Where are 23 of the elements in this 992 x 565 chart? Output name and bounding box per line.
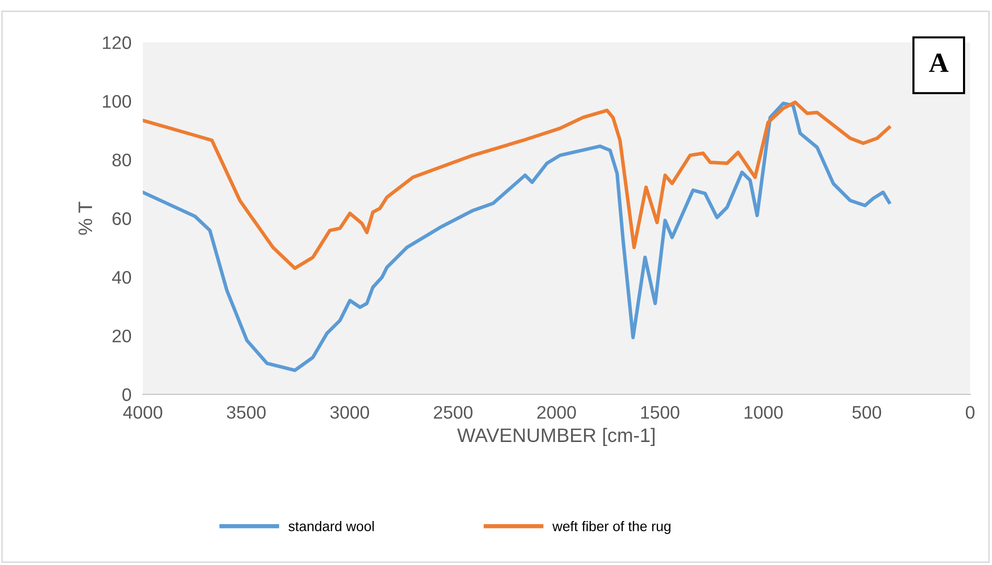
x-tick-label: 1000 — [744, 406, 783, 419]
y-tick-label: 60 — [112, 212, 132, 226]
y-tick-label: 120 — [102, 36, 132, 50]
y-tick-label: 0 — [122, 388, 132, 402]
x-tick-label: 3500 — [226, 406, 266, 419]
y-axis-title: % T — [78, 202, 92, 235]
x-tick-label: 2500 — [434, 406, 472, 419]
y-tick-label: 80 — [112, 154, 132, 166]
y-tick-label: 20 — [112, 330, 132, 342]
x-tick-label: 2000 — [537, 406, 576, 419]
y-tick-label: 100 — [102, 94, 132, 108]
legend-label: weft fiber of the rug — [552, 521, 670, 534]
x-tick-label: 3000 — [330, 406, 370, 419]
legend-label: standard wool — [288, 521, 374, 532]
x-tick-label: 1500 — [641, 406, 680, 419]
line-series — [142, 102, 891, 372]
x-tick-label: 0 — [966, 406, 974, 419]
line-series — [142, 100, 891, 270]
y-tick-label: 40 — [112, 270, 132, 284]
x-tick-label: 4000 — [123, 406, 162, 419]
annotation: A — [928, 54, 949, 72]
x-axis-title: WAVENUMBER [cm-1] — [457, 428, 655, 446]
x-tick-label: 500 — [852, 406, 882, 419]
